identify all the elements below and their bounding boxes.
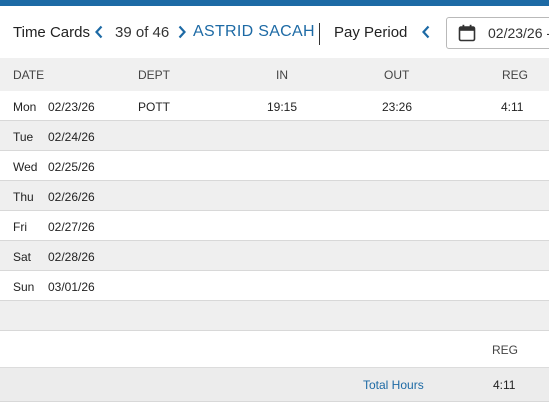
total-hours-value: 4:11 [493, 378, 516, 392]
calendar-icon [458, 24, 476, 42]
column-header-in: IN [276, 68, 288, 82]
table-row[interactable]: Fri 02/27/26 [0, 211, 549, 241]
pay-period-date-picker[interactable]: 02/23/26 - [446, 17, 549, 49]
row-day: Wed [13, 160, 38, 174]
summary-reg-label: REG [492, 343, 519, 357]
pay-period-label: Pay Period [334, 23, 408, 41]
row-out-time: 23:26 [382, 100, 413, 114]
row-date: 02/23/26 [48, 100, 95, 114]
chevron-left-icon [422, 25, 430, 39]
row-date: 02/27/26 [48, 220, 95, 234]
total-hours-label: Total Hours [363, 378, 424, 392]
timecard-header: Time Cards 39 of 46 ASTRID SACAH Pay Per… [0, 6, 549, 58]
chevron-right-icon [178, 25, 186, 39]
row-date: 02/25/26 [48, 160, 95, 174]
employee-name-link[interactable]: ASTRID SACAH [193, 23, 315, 40]
table-row[interactable]: Sun 03/01/26 [0, 271, 549, 301]
row-date: 02/26/26 [48, 190, 95, 204]
empty-table-row [0, 301, 549, 331]
row-day: Fri [13, 220, 27, 234]
row-date: 03/01/26 [48, 280, 95, 294]
column-header-reg: REG [502, 68, 529, 82]
row-day: Thu [13, 190, 34, 204]
summary-header: REG [0, 331, 549, 367]
table-header: DATE DEPT IN OUT REG [0, 58, 549, 91]
table-row[interactable]: Tue 02/24/26 [0, 121, 549, 151]
row-date: 02/24/26 [48, 130, 95, 144]
table-row[interactable]: Sat 02/28/26 [0, 241, 549, 271]
previous-employee-button[interactable] [91, 6, 107, 58]
row-day: Sun [13, 280, 35, 294]
table-row[interactable]: Thu 02/26/26 [0, 181, 549, 211]
row-date: 02/28/26 [48, 250, 95, 264]
column-header-dept: DEPT [138, 68, 171, 82]
total-hours-row: Total Hours 4:11 [0, 367, 549, 402]
row-dept: POTT [138, 100, 170, 114]
row-day: Mon [13, 100, 37, 114]
header-divider [319, 23, 320, 45]
row-reg-hours: 4:11 [501, 100, 524, 114]
previous-pay-period-button[interactable] [418, 6, 434, 58]
page-title: Time Cards [13, 23, 90, 41]
employee-counter: 39 of 46 [115, 23, 170, 41]
column-header-date: DATE [13, 68, 45, 82]
top-accent-bar [0, 0, 549, 6]
row-day: Tue [13, 130, 34, 144]
table-row[interactable]: Mon 02/23/26 POTT 19:15 23:26 4:11 [0, 91, 549, 121]
row-day: Sat [13, 250, 32, 264]
next-employee-button[interactable] [174, 6, 190, 58]
pay-period-date-value: 02/23/26 - [488, 25, 549, 41]
row-in-time: 19:15 [267, 100, 298, 114]
column-header-out: OUT [384, 68, 410, 82]
table-row[interactable]: Wed 02/25/26 [0, 151, 549, 181]
chevron-left-icon [95, 25, 103, 39]
